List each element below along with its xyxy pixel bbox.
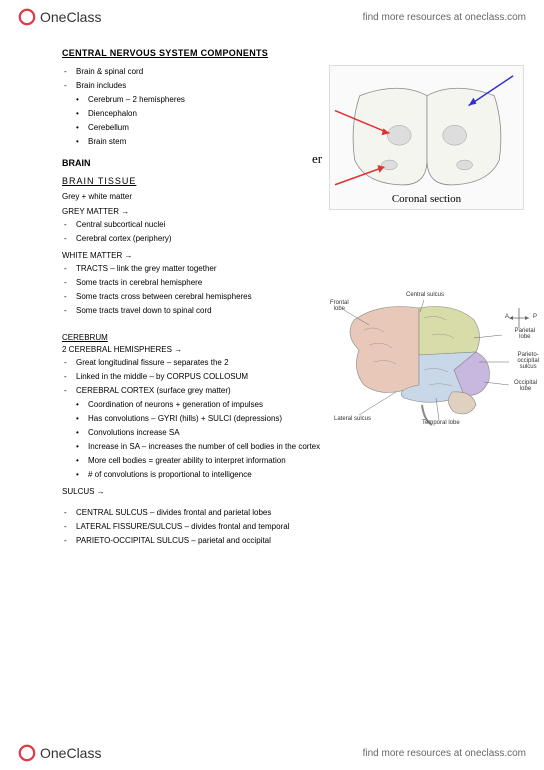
list-item: Central subcortical nuclei [76, 219, 514, 231]
heading-sulcus: SULCUS → [62, 487, 514, 496]
label-central-sulcus: Central sulcus [406, 292, 444, 298]
brand-name: OneClass [40, 745, 101, 761]
logo-icon [18, 8, 36, 26]
figure-brain-lobes: Frontallobe Central sulcus Parietallobe … [324, 290, 539, 440]
list-item: LATERAL FISSURE/SULCUS – divides frontal… [76, 521, 514, 533]
brand-name: OneClass [40, 9, 101, 25]
label-frontal: Frontallobe [330, 300, 349, 312]
figure-coronal-section: er Coronal section [329, 65, 524, 210]
label-lateral-sulcus: Lateral sulcus [334, 416, 371, 422]
label-parieto-occipital: Parieto-occipitalsulcus [517, 352, 539, 370]
header-tagline: find more resources at oneclass.com [363, 12, 526, 23]
label-anterior: A [505, 314, 509, 320]
list-item: # of convolutions is proportional to int… [88, 469, 514, 481]
heading-white: WHITE MATTER → [62, 251, 514, 260]
brand-logo: OneClass [18, 8, 101, 26]
list-item: Increase in SA – increases the number of… [88, 441, 514, 453]
label-temporal: Temporal lobe [422, 420, 460, 426]
page-header: OneClass find more resources at oneclass… [0, 0, 544, 34]
doc-title: CENTRAL NERVOUS SYSTEM COMPONENTS [62, 48, 514, 58]
logo-icon [18, 744, 36, 762]
page-footer: OneClass find more resources at oneclass… [0, 736, 544, 770]
list-item: More cell bodies = greater ability to in… [88, 455, 514, 467]
list-item: CENTRAL SULCUS – divides frontal and par… [76, 507, 514, 519]
label-occipital: Occipitallobe [514, 380, 537, 392]
list-item: Cerebral cortex (periphery) [76, 233, 514, 245]
brand-logo-footer: OneClass [18, 744, 101, 762]
label-posterior: P [533, 314, 537, 320]
grey-list: Central subcortical nuclei Cerebral cort… [62, 219, 514, 245]
list-item: TRACTS – link the grey matter together [76, 263, 514, 275]
label-parietal: Parietallobe [515, 328, 535, 340]
list-item: Some tracts in cerebral hemisphere [76, 277, 514, 289]
list-item: PARIETO-OCCIPITAL SULCUS – parietal and … [76, 535, 514, 547]
footer-tagline: find more resources at oneclass.com [363, 748, 526, 759]
figure-side-label: er [312, 151, 322, 167]
sulcus-list: CENTRAL SULCUS – divides frontal and par… [62, 507, 514, 547]
